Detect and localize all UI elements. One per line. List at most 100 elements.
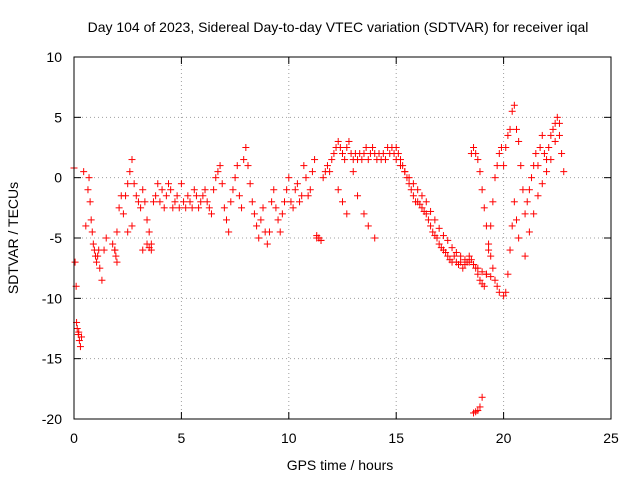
data-point — [227, 198, 235, 206]
data-point — [139, 186, 147, 194]
data-point — [360, 150, 368, 158]
data-point — [317, 236, 325, 244]
x-axis-label: GPS time / hours — [287, 457, 394, 473]
data-point — [502, 288, 510, 296]
data-point — [491, 174, 499, 182]
data-point — [186, 198, 194, 206]
data-point — [147, 246, 155, 254]
data-point — [250, 210, 258, 218]
data-point — [493, 162, 501, 170]
data-point — [482, 270, 490, 278]
data-point — [500, 292, 508, 300]
data-point — [145, 228, 153, 236]
data-point — [369, 144, 377, 151]
data-point — [396, 162, 404, 170]
data-point — [171, 198, 179, 206]
data-point — [328, 156, 336, 164]
data-point — [195, 204, 203, 212]
data-point — [500, 162, 508, 170]
data-point — [139, 246, 147, 254]
data-point — [188, 204, 196, 212]
data-point — [416, 200, 424, 208]
data-point — [480, 282, 488, 290]
data-point — [493, 282, 501, 290]
data-point — [184, 192, 192, 200]
data-point — [478, 393, 486, 401]
data-point — [134, 198, 142, 206]
data-point — [435, 240, 443, 248]
data-point — [427, 207, 435, 215]
data-point — [302, 174, 310, 182]
data-point — [100, 246, 108, 254]
data-point — [474, 156, 482, 164]
data-point — [457, 258, 465, 266]
data-point — [210, 186, 218, 194]
data-point — [137, 204, 145, 212]
data-point — [543, 168, 551, 176]
data-point — [519, 186, 527, 194]
y-axis-label: SDTVAR / TECUs — [5, 182, 21, 294]
data-point — [281, 198, 289, 206]
data-point — [424, 216, 432, 224]
data-point — [489, 264, 497, 272]
data-point — [555, 119, 563, 127]
x-tick-label: 10 — [281, 430, 297, 446]
data-point — [392, 156, 400, 164]
data-point — [87, 216, 95, 224]
data-point — [534, 192, 542, 200]
data-point — [409, 192, 417, 200]
data-point — [253, 222, 261, 230]
data-point — [75, 337, 83, 345]
x-tick-label: 20 — [496, 430, 512, 446]
data-point — [442, 248, 450, 256]
data-point — [358, 156, 366, 164]
data-point — [530, 210, 538, 218]
data-point — [229, 186, 237, 194]
data-point — [84, 186, 92, 194]
data-point — [345, 137, 353, 145]
y-tick-label: -5 — [50, 230, 63, 246]
data-point — [392, 144, 400, 151]
data-point — [257, 216, 265, 224]
data-point — [381, 156, 389, 164]
data-point — [487, 273, 495, 281]
data-point — [323, 162, 331, 170]
data-point — [80, 168, 88, 176]
data-point — [465, 252, 473, 260]
data-point — [113, 258, 121, 266]
data-point — [94, 252, 102, 260]
data-point — [558, 150, 566, 158]
data-point — [96, 264, 104, 272]
data-point — [418, 204, 426, 212]
data-point — [203, 198, 211, 206]
data-point — [538, 180, 546, 188]
data-point — [192, 192, 200, 200]
data-point — [491, 276, 499, 284]
data-point — [508, 222, 516, 230]
data-point — [510, 101, 518, 109]
data-point — [85, 174, 93, 182]
data-point — [82, 222, 90, 230]
data-point — [149, 198, 157, 206]
data-point — [465, 258, 473, 266]
data-point — [285, 174, 293, 182]
data-point — [435, 224, 443, 232]
data-point — [75, 328, 83, 336]
data-point — [523, 198, 531, 206]
data-point — [152, 192, 160, 200]
data-point — [545, 144, 553, 151]
data-point — [98, 276, 106, 284]
data-point — [205, 204, 213, 212]
data-point — [246, 180, 254, 188]
data-point — [476, 403, 484, 411]
data-point — [334, 186, 342, 194]
data-point — [122, 192, 130, 200]
data-point — [268, 198, 276, 206]
data-point — [311, 156, 319, 164]
data-point — [476, 168, 484, 176]
data-point — [474, 264, 482, 272]
data-point — [296, 198, 304, 206]
data-point — [180, 198, 188, 206]
data-point — [201, 186, 209, 194]
data-point — [112, 252, 120, 260]
